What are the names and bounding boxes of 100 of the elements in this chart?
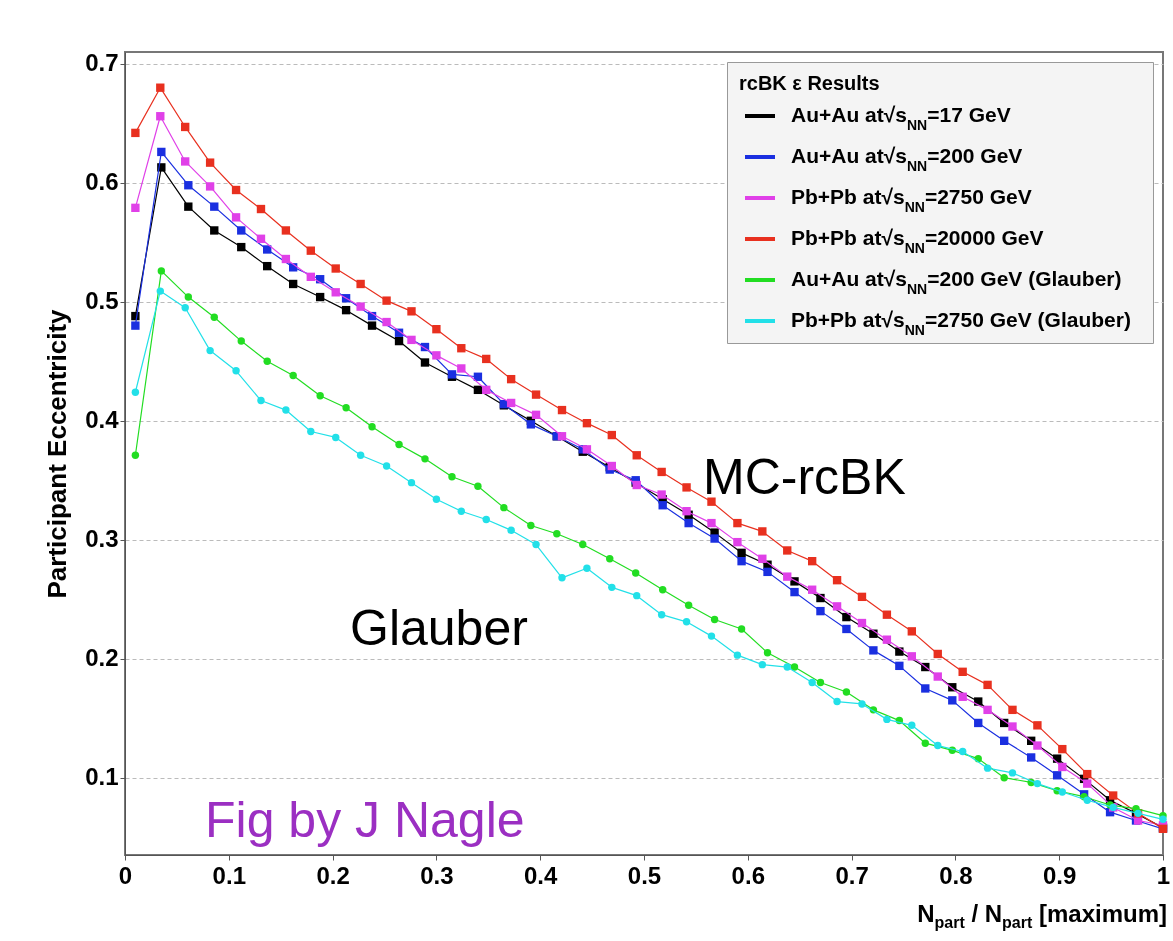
point <box>657 610 666 619</box>
y-tick-label: 0.7 <box>85 49 119 77</box>
point <box>257 396 265 405</box>
legend-label: Au+Au at√s$_{NN}$=200 GeV <box>791 144 1023 174</box>
point <box>557 432 567 441</box>
point <box>531 390 541 399</box>
point <box>908 721 916 730</box>
point <box>382 296 391 305</box>
point <box>1008 705 1017 715</box>
point <box>473 385 483 395</box>
point <box>315 292 325 302</box>
point <box>1026 753 1036 762</box>
point <box>457 507 466 515</box>
point <box>733 537 742 547</box>
point <box>857 618 867 628</box>
point <box>816 678 825 687</box>
point <box>205 158 215 167</box>
point <box>432 351 441 360</box>
point <box>1052 754 1062 763</box>
point <box>907 627 916 636</box>
x-tick-label: 0.3 <box>420 861 454 889</box>
point <box>531 410 541 420</box>
y-tick-label: 0.1 <box>85 763 119 791</box>
point <box>382 462 391 470</box>
point <box>869 646 878 655</box>
point <box>206 346 214 355</box>
point <box>958 747 967 756</box>
point <box>482 385 491 395</box>
point <box>131 321 140 330</box>
point <box>256 204 266 214</box>
legend-label: Pb+Pb at√s$_{NN}$=2750 GeV (Glauber) <box>791 308 1131 338</box>
point <box>506 374 516 384</box>
point <box>1159 815 1167 824</box>
y-tick-label: 0.2 <box>85 644 119 672</box>
legend-title: rcBK ε Results <box>739 72 880 94</box>
point <box>933 672 942 681</box>
point <box>921 739 930 747</box>
point <box>282 406 290 414</box>
x-tick-label: 0.2 <box>316 861 350 889</box>
point <box>156 287 164 295</box>
point <box>281 226 291 235</box>
point <box>407 307 416 316</box>
x-axis-title: N$_{part}$ / N$_{part}$ [maximum] <box>917 900 1167 932</box>
point <box>210 226 219 235</box>
point <box>682 483 691 492</box>
point <box>582 418 592 428</box>
point <box>306 246 315 255</box>
point <box>232 367 240 375</box>
point <box>733 651 742 659</box>
point <box>356 302 365 311</box>
point <box>407 335 416 345</box>
point <box>858 700 866 708</box>
point <box>367 321 377 330</box>
point <box>608 583 616 592</box>
point <box>983 705 992 715</box>
point <box>974 718 983 728</box>
point <box>331 288 340 297</box>
point <box>807 585 817 594</box>
point <box>921 684 930 693</box>
point <box>842 612 851 622</box>
point <box>1058 788 1067 796</box>
point <box>783 546 792 555</box>
point <box>783 663 791 671</box>
x-tick-label: 0.4 <box>524 861 559 889</box>
point <box>457 364 466 373</box>
point <box>983 680 992 690</box>
point <box>421 455 429 463</box>
point <box>737 625 746 633</box>
point <box>368 423 376 431</box>
x-tick-label: 0.5 <box>627 861 662 889</box>
point <box>532 540 540 549</box>
y-tick-label: 0.6 <box>85 168 119 196</box>
point <box>1058 744 1067 754</box>
x-tick-label: 1 <box>1156 861 1171 889</box>
point <box>181 157 190 166</box>
point <box>307 427 315 436</box>
point <box>758 527 767 536</box>
point <box>710 534 719 543</box>
legend-label: Pb+Pb at√s$_{NN}$=20000 GeV <box>791 226 1044 256</box>
point <box>506 398 516 408</box>
x-tick-label: 0.1 <box>212 861 246 889</box>
point <box>1033 721 1042 730</box>
point <box>895 661 904 671</box>
point <box>583 564 591 572</box>
point <box>395 440 403 449</box>
point <box>1058 762 1067 772</box>
point <box>607 430 617 440</box>
point <box>958 667 967 676</box>
point <box>816 606 825 616</box>
point <box>758 554 767 563</box>
annotation: Glauber <box>350 600 528 656</box>
point <box>448 473 456 481</box>
point <box>482 354 491 364</box>
point <box>263 261 272 271</box>
point <box>934 741 942 750</box>
point <box>482 515 490 524</box>
point <box>156 112 165 121</box>
point <box>737 548 746 558</box>
point <box>131 451 140 459</box>
point <box>948 696 957 705</box>
